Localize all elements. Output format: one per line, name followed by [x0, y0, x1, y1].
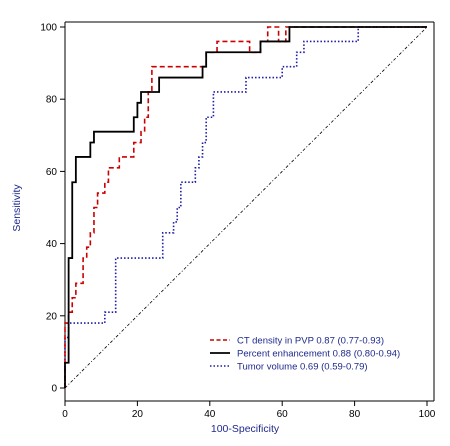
roc-series-line-2	[64, 26, 427, 388]
series-layer	[64, 26, 428, 389]
legend-label-0: CT density in PVP 0.87 (0.77-0.93)	[237, 336, 384, 347]
x-tick-label: 20	[132, 409, 144, 420]
reference-diagonal-line	[64, 26, 428, 389]
y-tick-label: 60	[46, 167, 58, 178]
legend: CT density in PVP 0.87 (0.77-0.93) Percen…	[210, 336, 400, 373]
x-tick-label: 60	[277, 409, 289, 420]
y-tick-label: 20	[46, 311, 58, 322]
x-tick-label: 0	[62, 409, 68, 420]
x-tick-label: 100	[419, 409, 436, 420]
x-tick-label: 40	[204, 409, 216, 420]
y-tick-label: 80	[46, 95, 58, 106]
y-axis-title: Sensitivity	[11, 184, 23, 232]
x-tick-label: 80	[349, 409, 361, 420]
legend-label-2: Tumor volume 0.69 (0.59-0.79)	[237, 362, 368, 373]
legend-label-1: Percent enhancement 0.88 (0.80-0.94)	[237, 349, 400, 360]
roc-series-line-1	[64, 26, 427, 388]
y-tick-label: 100	[40, 23, 57, 34]
x-axis-title: 100-Specificity	[211, 423, 280, 435]
y-tick-label: 40	[46, 239, 58, 250]
tick-layer: 0 20 40 60 80 100 0 20 40 60 80 100	[40, 23, 435, 421]
y-tick-label: 0	[51, 384, 57, 395]
